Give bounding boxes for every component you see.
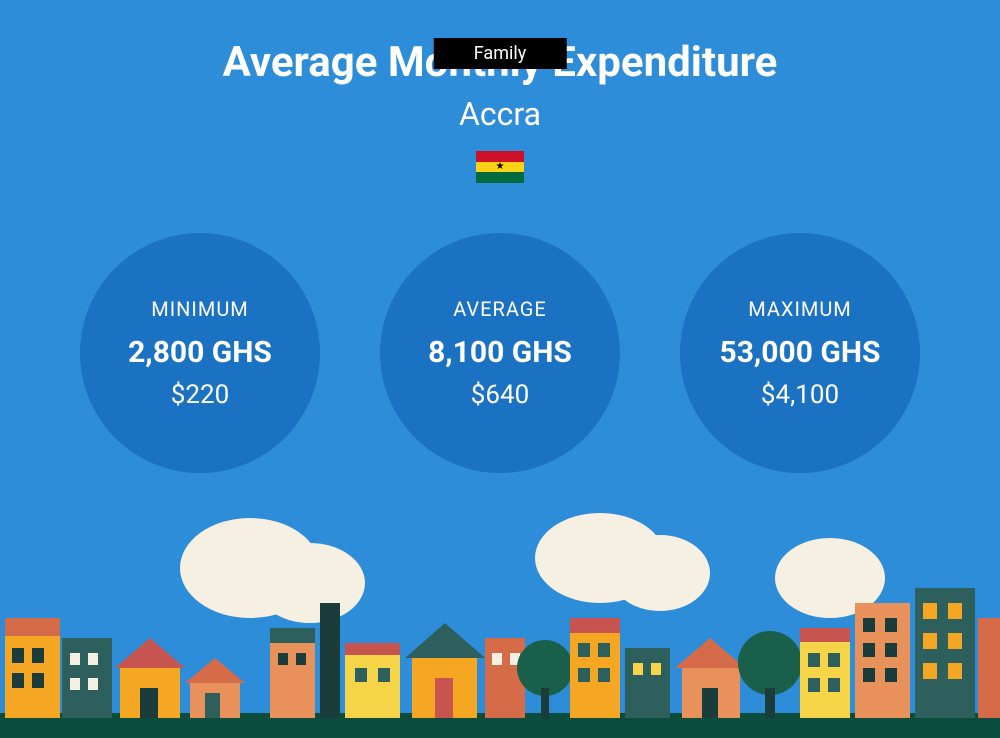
stat-usd: $4,100 (761, 380, 839, 410)
stat-maximum: MAXIMUM 53,000 GHS $4,100 (680, 233, 920, 473)
stat-average: AVERAGE 8,100 GHS $640 (380, 233, 620, 473)
stat-label: MAXIMUM (748, 297, 852, 321)
stat-usd: $220 (171, 380, 229, 410)
category-badge: Family (434, 38, 567, 69)
cityscape-illustration (0, 508, 1000, 738)
stat-label: MINIMUM (151, 297, 249, 321)
stats-row: MINIMUM 2,800 GHS $220 AVERAGE 8,100 GHS… (0, 233, 1000, 473)
stat-usd: $640 (471, 380, 529, 410)
stat-minimum: MINIMUM 2,800 GHS $220 (80, 233, 320, 473)
stat-value: 2,800 GHS (128, 335, 272, 370)
ghana-flag-icon: ★ (476, 151, 524, 183)
stat-label: AVERAGE (453, 297, 547, 321)
stat-value: 53,000 GHS (719, 335, 880, 370)
stat-value: 8,100 GHS (428, 335, 572, 370)
city-subtitle: Accra (0, 95, 1000, 133)
